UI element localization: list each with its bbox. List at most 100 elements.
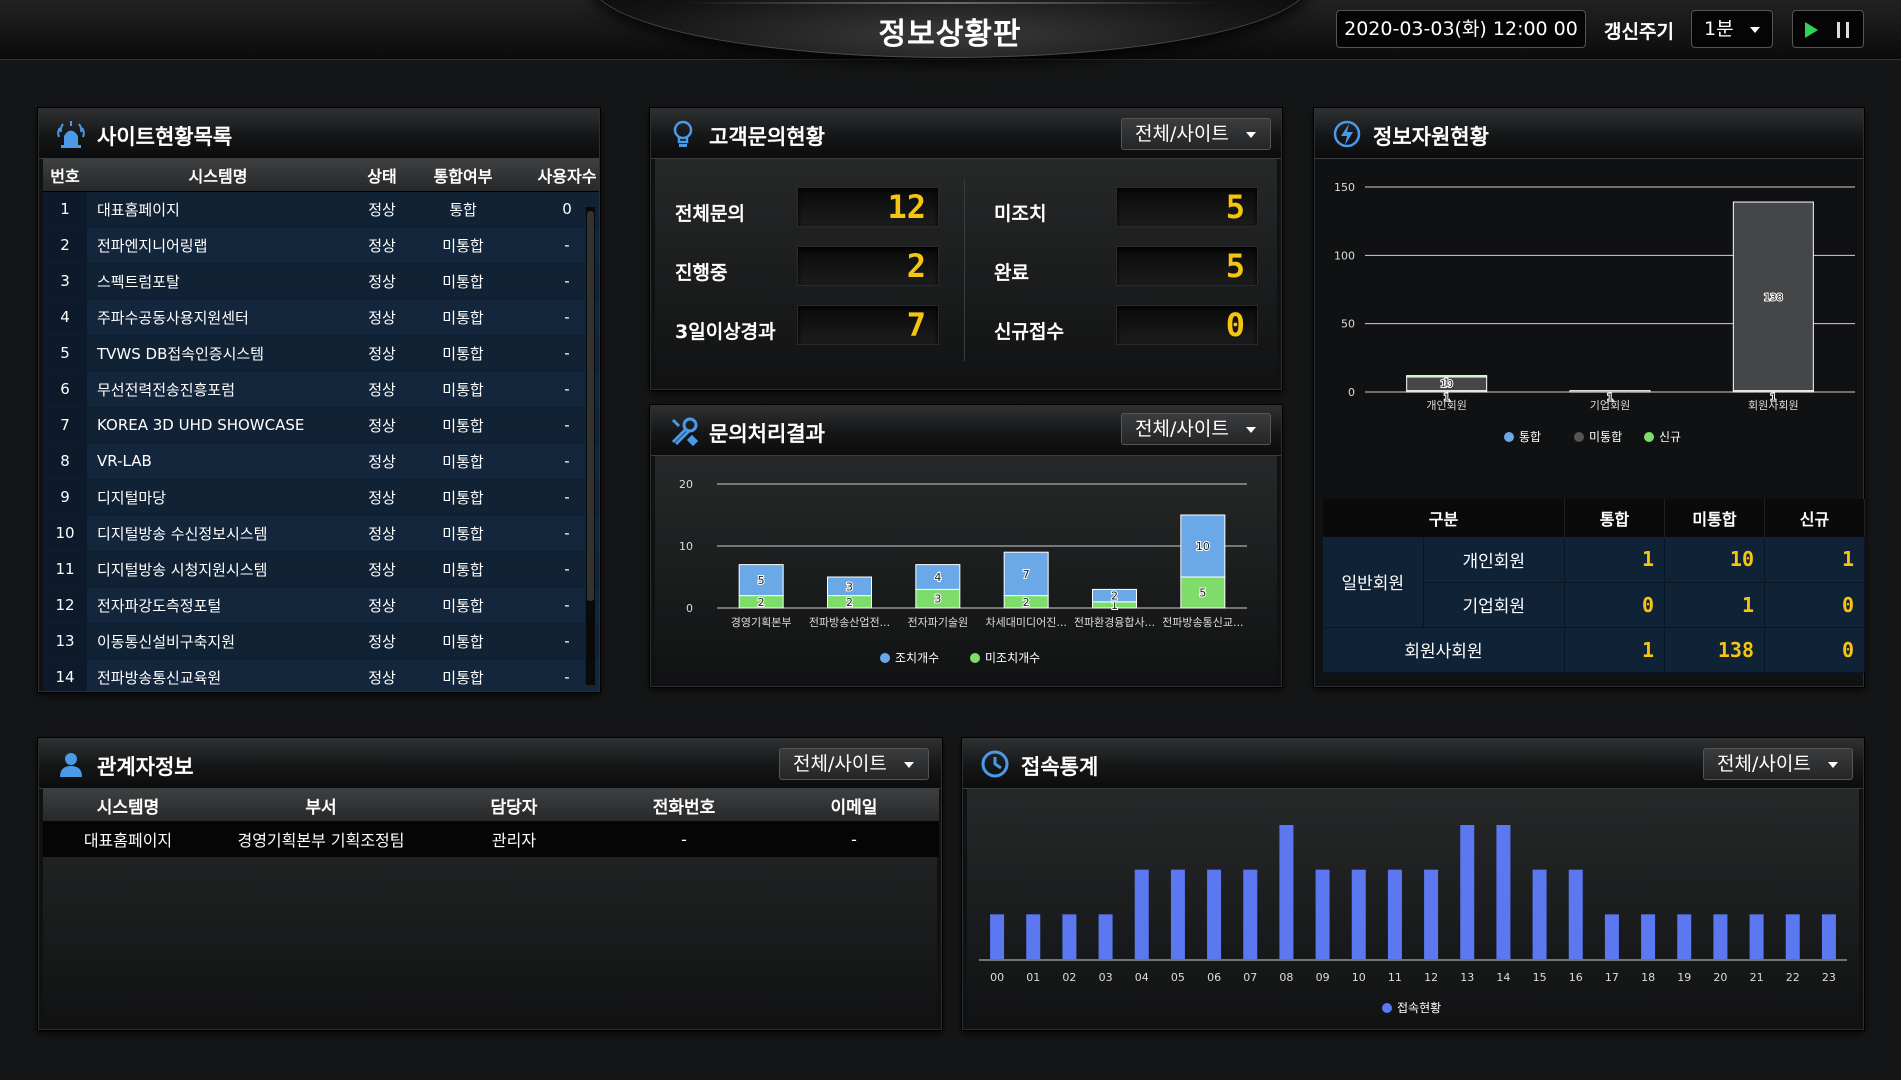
system-name: 무선전력전송진흥포럼: [87, 371, 349, 408]
bar: [1641, 914, 1656, 959]
row-label: 기업회원: [1423, 582, 1565, 628]
lightbulb-icon: [673, 120, 693, 147]
panel-title: 정보자원현황: [1373, 125, 1489, 149]
status-cell: 정상: [349, 587, 415, 624]
site-filter-select[interactable]: 전체/사이트: [779, 748, 929, 780]
access-stats-panel: 접속통계 전체/사이트 00 01 02 03 04 05 06 07 08 09 10 11 12 13…: [962, 738, 1864, 1030]
phone-cell: -: [599, 821, 769, 857]
data-label: 1: [1607, 393, 1613, 404]
y-tick-label: 50: [1341, 318, 1355, 331]
integration-cell: 미통합: [415, 371, 511, 408]
table-row[interactable]: 대표홈페이지 경영기획본부 기획조정팀 관리자 - -: [43, 821, 939, 857]
table-row[interactable]: 13 이동통신설비구축지원 정상 미통합 -: [43, 623, 599, 660]
legend-marker: [1504, 432, 1514, 442]
data-label: 2: [1111, 590, 1118, 603]
x-tick-label: 회원사회원: [1748, 399, 1799, 412]
status-cell: 정상: [349, 551, 415, 588]
total-inquiry-label: 전체문의: [675, 203, 745, 225]
inquiry-result-body: 0 10 20 2 5 경영기획본부 2 3 전파방송산업전... 3 4 전자파기술원 2 7 차세대미디…: [655, 456, 1277, 682]
table-row[interactable]: 3 스펙트럼포탈 정상 미통합 -: [43, 263, 599, 300]
table-row[interactable]: 14 전파방송통신교육원 정상 미통합 -: [43, 659, 599, 691]
pause-icon[interactable]: [1837, 22, 1849, 38]
bar-segment: [827, 576, 872, 597]
in-progress-label: 진행중: [675, 262, 728, 284]
play-icon[interactable]: [1805, 22, 1818, 38]
system-name: 이동통신설비구축지원: [87, 623, 349, 660]
inquiry-status-body: 전체문의 12 미조치 5 진행중 2 완료 5 3일이상경과 7 신규접수 0: [655, 159, 1277, 385]
table-row[interactable]: 8 VR-LAB 정상 미통합 -: [43, 443, 599, 480]
bar: [1170, 869, 1185, 959]
table-row[interactable]: 1 대표홈페이지 정상 통합 0: [43, 191, 599, 228]
panel-header: 관계자정보 전체/사이트: [39, 739, 941, 789]
column-header: 이메일: [769, 789, 939, 821]
x-tick-label: 20: [1713, 971, 1727, 984]
panel-header: 접속통계 전체/사이트: [963, 739, 1863, 789]
row-number: 3: [43, 263, 87, 300]
bar: [1568, 869, 1583, 959]
x-tick-label: 개인회원: [1426, 399, 1466, 412]
table-row[interactable]: 2 전파엔지니어링랩 정상 미통합 -: [43, 227, 599, 264]
scrollbar-thumb[interactable]: [587, 211, 594, 601]
new-value: 1: [1764, 537, 1865, 583]
status-cell: 정상: [349, 443, 415, 480]
table-row[interactable]: 5 TVWS DB접속인증시스템 정상 미통합 -: [43, 335, 599, 372]
integration-cell: 미통합: [415, 515, 511, 552]
x-tick-label: 06: [1207, 971, 1221, 984]
table-row[interactable]: 4 주파수공동사용지원센터 정상 미통합 -: [43, 299, 599, 336]
x-tick-label: 11: [1388, 971, 1402, 984]
x-tick-label: 기업회원: [1590, 399, 1630, 412]
refresh-cycle-select[interactable]: 1분: [1691, 10, 1773, 48]
table-row[interactable]: 12 전자파강도측정포털 정상 미통합 -: [43, 587, 599, 624]
status-cell: 정상: [349, 407, 415, 444]
data-label: 2: [1023, 596, 1030, 609]
table-row[interactable]: 6 무선전력전송진흥포럼 정상 미통합 -: [43, 371, 599, 408]
bar: [1532, 869, 1547, 959]
row-number: 2: [43, 227, 87, 264]
new-value: 0: [1764, 627, 1865, 673]
site-filter-select[interactable]: 전체/사이트: [1703, 748, 1853, 780]
data-label: 4: [934, 571, 941, 584]
panel-title: 사이트현황목록: [97, 125, 233, 149]
integration-cell: 미통합: [415, 551, 511, 588]
table-row[interactable]: 7 KOREA 3D UHD SHOWCASE 정상 미통합 -: [43, 407, 599, 444]
bar: [1749, 914, 1764, 959]
panel-title: 문의처리결과: [709, 422, 825, 446]
panel-title: 관계자정보: [97, 755, 194, 779]
site-filter-select[interactable]: 전체/사이트: [1121, 118, 1271, 150]
site-filter-select[interactable]: 전체/사이트: [1121, 413, 1271, 445]
email-cell: -: [769, 821, 939, 857]
scrollbar[interactable]: [585, 207, 595, 685]
column-header: 사용자수: [511, 159, 599, 192]
bar: [1460, 825, 1475, 959]
system-name: 전파엔지니어링랩: [87, 227, 349, 264]
site-list-panel: 사이트현황목록 번호 시스템명 상태 통합여부 사용자수 1 대표홈페이지 정상 통합…: [38, 108, 600, 692]
table-row[interactable]: 10 디지털방송 수신정보시스템 정상 미통합 -: [43, 515, 599, 552]
column-header: 통합여부: [415, 159, 511, 192]
table-row: 기업회원 0 1 0: [1323, 582, 1865, 628]
table-row[interactable]: 11 디지털방송 시청지원시스템 정상 미통합 -: [43, 551, 599, 588]
data-label: 7: [1023, 568, 1030, 581]
data-label: 5: [1199, 587, 1206, 600]
column-header: 담당자: [429, 789, 599, 821]
unresolved-value: 5: [1116, 187, 1258, 227]
y-tick-label: 150: [1334, 181, 1355, 194]
integrated-value: 1: [1564, 537, 1665, 583]
x-tick-label: 전자파기술원: [907, 616, 968, 629]
panel-header: 고객문의현황 전체/사이트: [651, 109, 1281, 159]
dept-cell: 경영기획본부 기획조정팀: [213, 821, 429, 857]
chevron-down-icon: [1828, 762, 1838, 768]
column-header: 번호: [43, 159, 87, 192]
data-label: 10: [1196, 540, 1210, 553]
inquiry-result-panel: 문의처리결과 전체/사이트 0 10 20 2 5 경영기획본부 2 3 전파방송산업전... 3…: [650, 405, 1282, 687]
system-name: TVWS DB접속인증시스템: [87, 335, 349, 372]
table-row[interactable]: 9 디지털마당 정상 미통합 -: [43, 479, 599, 516]
bar: [1713, 914, 1728, 959]
bar-segment: [1406, 375, 1488, 378]
bar: [1243, 869, 1258, 959]
chevron-down-icon: [1246, 427, 1256, 433]
clock-icon: [981, 750, 1009, 778]
bar: [1424, 869, 1439, 959]
bar: [1677, 914, 1692, 959]
top-bar: 정보상황판 2020-03-03(화) 12:00 00 갱신주기 1분: [0, 0, 1901, 60]
lightning-icon: [1333, 120, 1361, 148]
